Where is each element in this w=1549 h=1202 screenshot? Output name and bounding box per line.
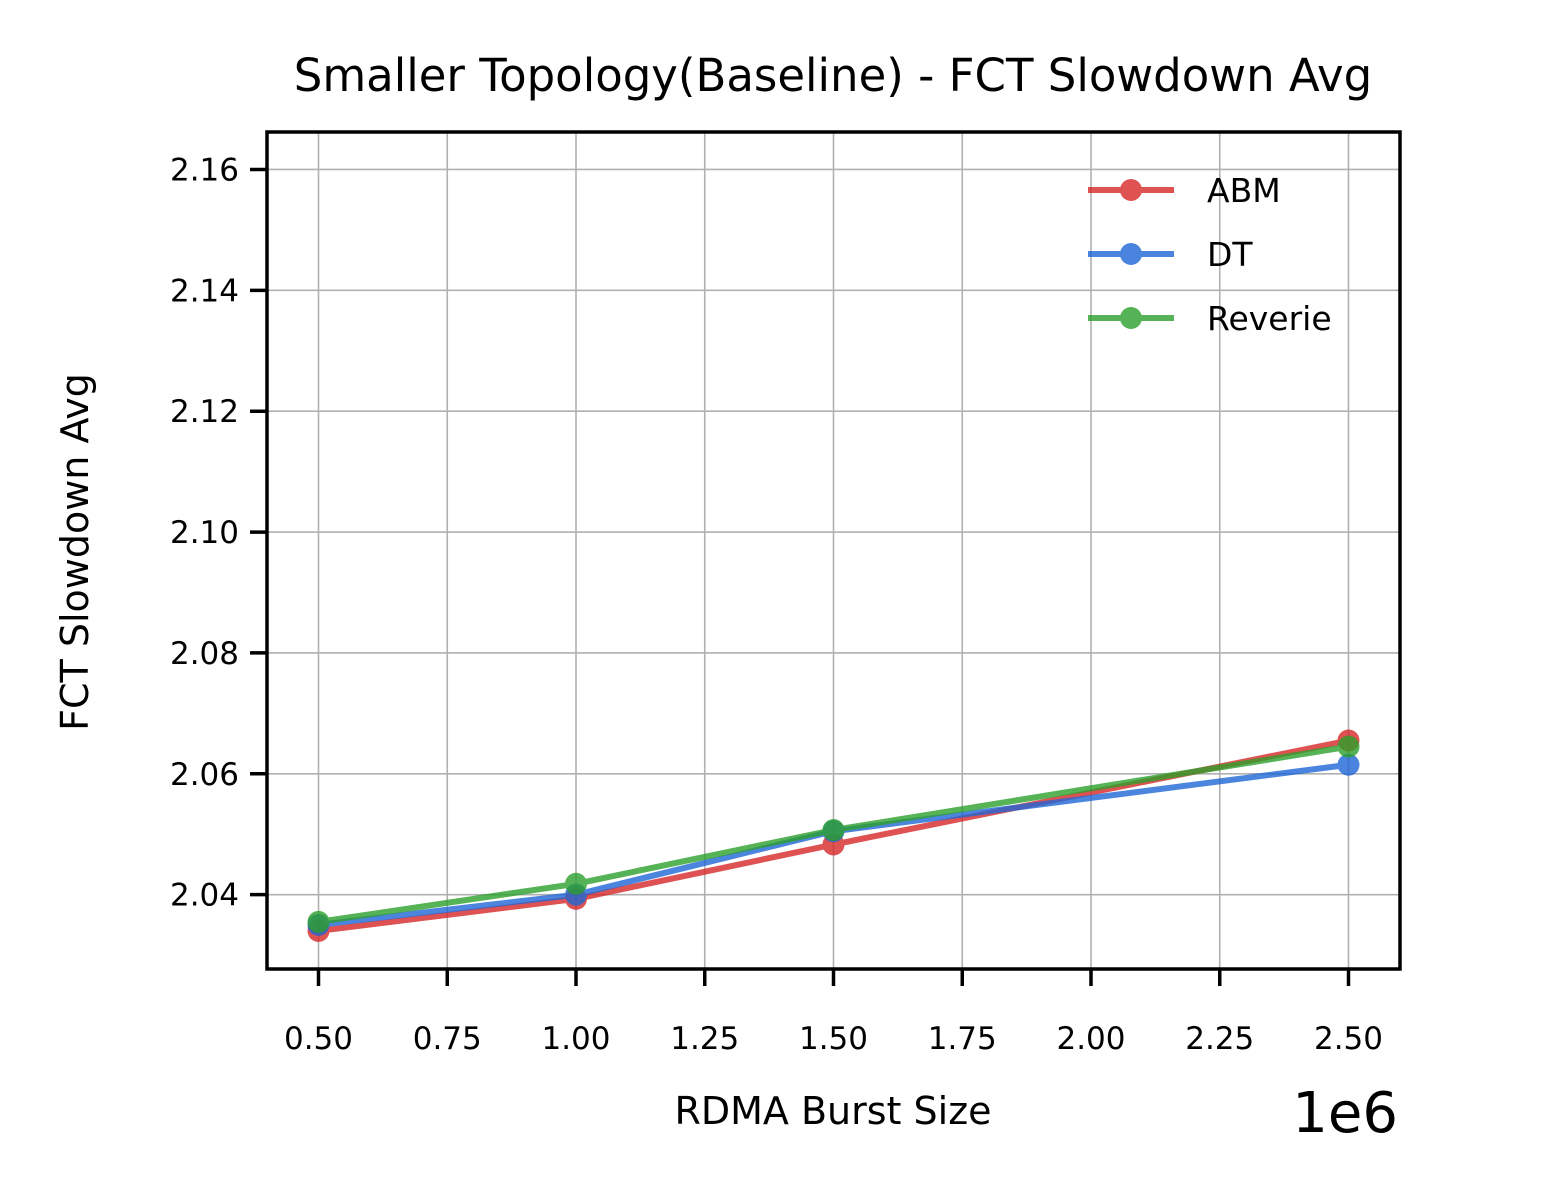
x-axis-label: RDMA Burst Size	[674, 1089, 991, 1133]
y-tick-label: 2.12	[170, 394, 239, 430]
x-axis-offset-label: 1e6	[1292, 1081, 1398, 1146]
legend-label-abm: ABM	[1207, 171, 1281, 210]
x-tick-label: 1.25	[670, 1021, 739, 1057]
x-tick-label: 0.50	[284, 1021, 353, 1057]
series-line-abm	[315, 737, 1352, 934]
legend: ABM DT Reverie	[1088, 171, 1332, 338]
legend-dot-dt	[1120, 243, 1142, 265]
chart-title: Smaller Topology(Baseline) - FCT Slowdow…	[294, 49, 1372, 102]
x-tick-label: 1.00	[541, 1021, 610, 1057]
gridlines	[267, 132, 1400, 969]
legend-marker-dt	[1088, 243, 1174, 265]
data-point-reverie	[307, 910, 330, 933]
x-tick-label: 1.75	[928, 1021, 997, 1057]
legend-dot-reverie	[1120, 307, 1142, 329]
x-tick-label: 2.25	[1185, 1021, 1254, 1057]
legend-label-reverie: Reverie	[1207, 299, 1332, 338]
series-layer	[307, 729, 1360, 942]
series-line-dt	[315, 761, 1352, 928]
y-tick-label: 2.16	[170, 152, 239, 188]
x-tick-label: 2.00	[1056, 1021, 1125, 1057]
legend-marker-abm	[1088, 179, 1174, 201]
y-axis-ticks: 2.04 2.06 2.08 2.10 2.12 2.14 2.16	[170, 152, 267, 914]
data-point-reverie	[1337, 735, 1360, 758]
x-tick-label: 0.75	[413, 1021, 482, 1057]
x-axis-ticks: 0.50 0.75 1.00 1.25 1.50 1.75 2.00 2.25 2.50	[284, 969, 1383, 1057]
x-tick-label: 2.50	[1314, 1021, 1383, 1057]
y-tick-label: 2.10	[170, 515, 239, 551]
y-tick-label: 2.08	[170, 636, 239, 672]
data-point-reverie	[565, 872, 587, 895]
data-point-reverie	[822, 819, 845, 842]
x-tick-label: 1.50	[799, 1021, 868, 1057]
legend-label-dt: DT	[1207, 235, 1253, 274]
legend-marker-reverie	[1088, 307, 1174, 329]
legend-dot-abm	[1120, 179, 1142, 201]
series-line-reverie	[315, 743, 1352, 925]
y-tick-label: 2.14	[170, 273, 239, 309]
y-axis-label: FCT Slowdown Avg	[53, 373, 97, 731]
y-tick-label: 2.04	[170, 878, 239, 914]
y-tick-label: 2.06	[170, 757, 239, 793]
data-point-dt	[1337, 753, 1360, 776]
series-reverie	[307, 735, 1360, 933]
